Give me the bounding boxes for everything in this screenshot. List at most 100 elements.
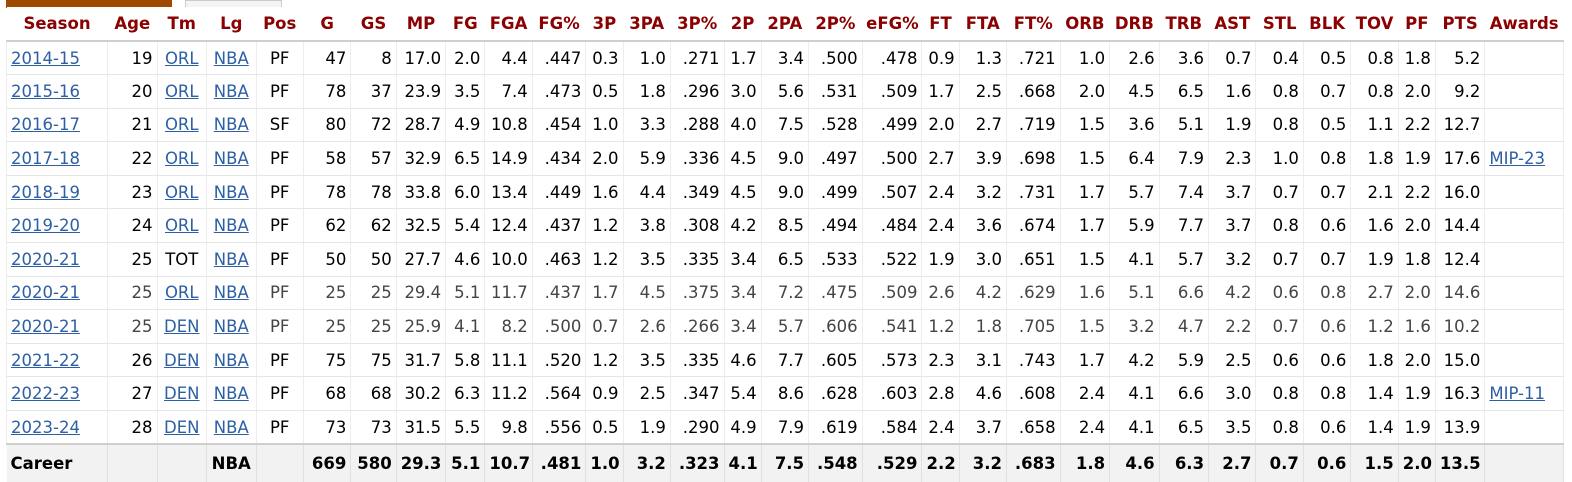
column-header-fta[interactable]: FTA xyxy=(959,7,1007,42)
team-link[interactable]: DEN xyxy=(164,417,200,437)
cell-2p-pct: .628 xyxy=(808,376,863,412)
career-cell-fg: 5.1 xyxy=(445,443,486,482)
cell-ft: 2.6 xyxy=(921,276,960,311)
column-header-lg[interactable]: Lg xyxy=(206,7,256,42)
column-header-fg[interactable]: FG xyxy=(445,7,485,42)
team-link[interactable]: ORL xyxy=(164,182,199,202)
team-link[interactable]: ORL xyxy=(164,283,199,303)
league-link[interactable]: NBA xyxy=(213,216,249,236)
column-header-3p[interactable]: 3P xyxy=(585,7,623,42)
league-link[interactable]: NBA xyxy=(213,350,249,370)
award-link[interactable]: MIP-11 xyxy=(1489,384,1545,404)
team-link[interactable]: ORL xyxy=(164,216,199,236)
column-header-stl[interactable]: STL xyxy=(1255,7,1304,42)
league-link[interactable]: NBA xyxy=(213,249,249,269)
cell-ft: 2.0 xyxy=(921,108,960,143)
cell-fga: 4.4 xyxy=(484,41,533,76)
cell-pf: 1.9 xyxy=(1398,376,1436,412)
cell-mp: 23.9 xyxy=(396,74,447,109)
season-link[interactable]: 2017-18 xyxy=(11,149,80,169)
cell-3p: 1.0 xyxy=(585,108,624,143)
cell-fta: 3.9 xyxy=(959,141,1008,176)
season-link[interactable]: 2019-20 xyxy=(11,216,80,236)
season-link[interactable]: 2015-16 xyxy=(11,81,80,101)
column-header-pf[interactable]: PF xyxy=(1398,7,1436,42)
league-link[interactable]: NBA xyxy=(213,417,249,437)
tab-active[interactable] xyxy=(6,0,172,8)
season-link[interactable]: 2022-23 xyxy=(11,384,80,404)
league-link[interactable]: NBA xyxy=(213,182,249,202)
cell-2pa: 5.7 xyxy=(761,309,810,344)
team-link[interactable]: ORL xyxy=(164,149,199,169)
column-header-orb[interactable]: ORB xyxy=(1060,7,1110,42)
column-header-trb[interactable]: TRB xyxy=(1159,7,1209,42)
team-link[interactable]: ORL xyxy=(164,48,199,68)
season-link[interactable]: 2023-24 xyxy=(11,417,80,437)
column-header-blk[interactable]: BLK xyxy=(1303,7,1351,42)
cell-tov: 1.2 xyxy=(1350,309,1399,344)
column-header-3pa[interactable]: 3PA xyxy=(623,7,671,42)
column-header-3p-pct[interactable]: 3P% xyxy=(670,7,725,42)
cell-ft-pct: .674 xyxy=(1006,208,1061,244)
column-header-fg-pct[interactable]: FG% xyxy=(532,7,586,42)
league-link[interactable]: NBA xyxy=(213,81,249,101)
league-link[interactable]: NBA xyxy=(213,317,249,337)
column-header-drb[interactable]: DRB xyxy=(1109,7,1160,42)
season-link[interactable]: 2020-21 xyxy=(11,249,80,269)
cell-fta: 3.1 xyxy=(959,343,1008,378)
career-cell-stl: 0.7 xyxy=(1255,443,1304,482)
league-link[interactable]: NBA xyxy=(213,115,249,135)
season-link[interactable]: 2014-15 xyxy=(11,48,80,68)
column-header-2pa[interactable]: 2PA xyxy=(761,7,809,42)
career-cell-3p: 1.0 xyxy=(585,443,624,482)
season-link[interactable]: 2020-21 xyxy=(11,283,80,303)
team-link[interactable]: DEN xyxy=(164,384,200,404)
league-link[interactable]: NBA xyxy=(213,384,249,404)
cell-ft: 2.4 xyxy=(921,208,960,244)
column-header-awards[interactable]: Awards xyxy=(1484,7,1564,42)
column-header-ft-pct[interactable]: FT% xyxy=(1006,7,1061,42)
season-link[interactable]: 2021-22 xyxy=(11,350,80,370)
column-header-tm[interactable]: Tm xyxy=(157,7,207,42)
team-link[interactable]: ORL xyxy=(164,81,199,101)
league-link[interactable]: NBA xyxy=(213,48,249,68)
cell-2p-pct: .619 xyxy=(808,410,863,445)
cell-drb: 2.6 xyxy=(1109,41,1160,76)
season-link[interactable]: 2020-21 xyxy=(11,317,80,337)
cell-mp: 29.4 xyxy=(396,276,447,311)
column-header-season[interactable]: Season xyxy=(6,7,108,42)
column-header-2p[interactable]: 2P xyxy=(724,7,762,42)
league-link[interactable]: NBA xyxy=(213,149,249,169)
cell-ft-pct: .629 xyxy=(1006,276,1061,311)
column-header-efg-pct[interactable]: eFG% xyxy=(862,7,922,42)
league-link[interactable]: NBA xyxy=(213,283,249,303)
column-header-2p-pct[interactable]: 2P% xyxy=(808,7,863,42)
cell-ft: 2.4 xyxy=(921,410,960,445)
column-header-mp[interactable]: MP xyxy=(396,7,446,42)
award-link[interactable]: MIP-23 xyxy=(1489,149,1545,169)
cell-fg: 4.6 xyxy=(445,242,486,277)
cell-tm: ORL xyxy=(157,276,208,311)
column-header-tov[interactable]: TOV xyxy=(1350,7,1399,42)
season-link[interactable]: 2016-17 xyxy=(11,115,80,135)
column-header-ft[interactable]: FT xyxy=(921,7,960,42)
column-header-age[interactable]: Age xyxy=(107,7,158,42)
cell-2p: 5.4 xyxy=(724,376,762,412)
team-link[interactable]: DEN xyxy=(164,317,200,337)
team-link[interactable]: ORL xyxy=(164,115,199,135)
cell-ft-pct: .705 xyxy=(1006,309,1061,344)
column-header-g[interactable]: G xyxy=(303,7,351,42)
column-header-pts[interactable]: PTS xyxy=(1435,7,1485,42)
career-cell-fga: 10.7 xyxy=(484,443,533,482)
team-link[interactable]: DEN xyxy=(164,350,200,370)
cell-tm: DEN xyxy=(157,410,208,445)
cell-g: 62 xyxy=(303,208,352,244)
column-header-fga[interactable]: FGA xyxy=(484,7,533,42)
column-header-gs[interactable]: GS xyxy=(350,7,397,42)
column-header-ast[interactable]: AST xyxy=(1208,7,1256,42)
tab-inactive[interactable] xyxy=(185,0,282,8)
cell-fg: 4.9 xyxy=(445,108,486,143)
column-header-pos[interactable]: Pos xyxy=(256,7,304,42)
cell-2p-pct: .499 xyxy=(808,175,863,210)
season-link[interactable]: 2018-19 xyxy=(11,182,80,202)
